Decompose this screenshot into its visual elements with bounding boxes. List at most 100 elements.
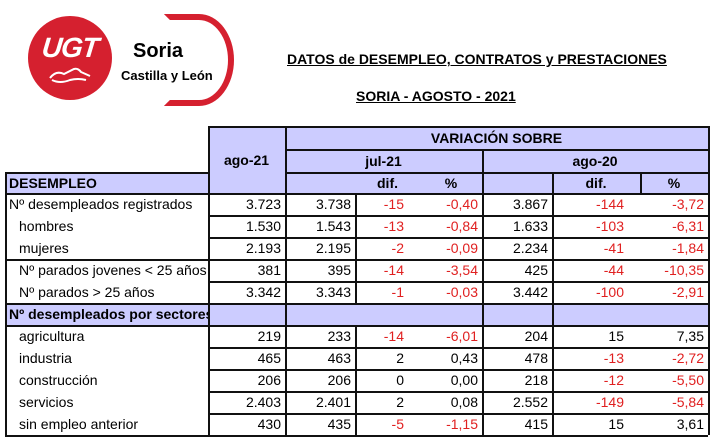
cell-p1: 233 [285,325,355,347]
cell-p1_dif-text: -5 [391,416,404,432]
cell-p2_pct-text: -1,84 [672,240,704,256]
cell-p2_pct-text: -2,72 [672,350,704,366]
row-label: industria [5,347,208,369]
p1-value-header [285,172,355,193]
cell-cur: 2.193 [208,237,285,259]
table-border [5,303,708,305]
cell-cur-text: 2.403 [245,394,281,410]
cell-p1-text: 435 [327,416,351,432]
cell-p1_pct: -3,54 [420,259,482,281]
row-label-text: Nº desempleados registrados [9,196,193,212]
cell-cur: 3.342 [208,281,285,303]
cell-p2-text: 204 [524,328,548,344]
cell-p1_pct-text: -0,84 [446,218,478,234]
row-label: servicios [5,391,208,413]
cell-p2_dif: -100 [552,281,640,303]
cell-p1_pct-text: 0,00 [450,372,478,388]
cell-cur-text: 430 [257,416,281,432]
cell-p2-text: 2.552 [512,394,548,410]
table-border [208,259,708,261]
cell-p2_dif: -41 [552,237,640,259]
table-border [552,172,554,435]
cell-p2_dif-text: -144 [595,196,624,212]
table-border [208,237,708,239]
table-border [208,126,708,128]
row-label-text: Nº parados > 25 años [19,284,155,300]
cell-p2_pct: -6,31 [640,215,708,237]
cell-p2_dif: -149 [552,391,640,413]
cell-cur-text: 3.723 [245,196,281,212]
p2-pct-header-text: % [667,174,681,191]
cell-p2_dif-text: -149 [595,394,624,410]
cell-p1-text: 3.343 [315,284,351,300]
cell-p1_pct-text: -0,03 [446,284,478,300]
cell-p2: 204 [482,325,552,347]
cell-p1_dif: -14 [355,259,420,281]
cell-p2: 3.442 [482,281,552,303]
row-label: agricultura [5,325,208,347]
period2-header-text: ago-20 [572,152,618,169]
cell-p2_dif-text: -12 [603,372,624,388]
period1-header-text: jul-21 [365,152,402,169]
logo-city: Soria [133,40,184,62]
cell-p2_pct: -2,72 [640,347,708,369]
cell-p1-text: 1.543 [315,218,351,234]
cell-p2: 1.633 [482,215,552,237]
section-desempleo: DESEMPLEO [5,172,208,193]
cell-p1-text: 233 [327,328,351,344]
table-border [208,347,708,349]
cell-p1: 3.738 [285,193,355,215]
cell-cur-text: 465 [257,350,281,366]
cell-p1: 206 [285,369,355,391]
cell-p1_pct: 0,08 [420,391,482,413]
cell-p1: 435 [285,413,355,435]
cell-p1_dif-text: -15 [383,196,404,212]
cell-p2_dif-text: -100 [595,284,624,300]
table-border [5,259,208,261]
cell-p1_dif-text: -1 [391,284,404,300]
cell-p1: 1.543 [285,215,355,237]
table-border [355,325,357,435]
table-border [208,369,708,371]
cell-p1_dif: 2 [355,347,420,369]
cell-p2: 2.552 [482,391,552,413]
row-label: construcción [5,369,208,391]
row-label: Nº parados jovenes < 25 años [5,259,208,281]
cell-p1_dif-text: 2 [396,350,404,366]
page-subtitle: SORIA - AGOSTO - 2021 [356,88,516,104]
cell-p2_dif: -12 [552,369,640,391]
cell-p2-text: 2.234 [512,240,548,256]
table-border [5,172,7,435]
cell-p2_dif-text: -41 [603,240,624,256]
cell-p1_pct-text: 0,08 [450,394,478,410]
section-sectores: Nº desempleados por sectores [5,303,213,325]
p1-dif-header-text: dif. [377,174,398,191]
col-header-current: ago-21 [208,126,285,193]
cell-p1_pct: 0,43 [420,347,482,369]
cell-cur: 1.530 [208,215,285,237]
variation-header: VARIACIÓN SOBRE [285,126,708,149]
cell-p2-text: 218 [524,372,548,388]
cell-p2_dif: -13 [552,347,640,369]
sector-header-fill [208,303,285,325]
p1-pct-header: % [420,172,482,193]
cell-p2_pct: -1,84 [640,237,708,259]
row-label: Nº parados > 25 años [5,281,208,303]
cell-cur-text: 3.342 [245,284,281,300]
row-label-text: Nº parados jovenes < 25 años [19,262,207,278]
cell-p1_dif: -5 [355,413,420,435]
cell-p1_dif-text: -13 [383,218,404,234]
table-border [208,215,708,217]
table-border [285,149,708,151]
cell-p2_dif-text: -103 [595,218,624,234]
section-desempleo-text: DESEMPLEO [9,174,97,191]
ugt-logo: UGT Soria Castilla y León [24,10,244,106]
cell-p2-text: 478 [524,350,548,366]
table-border [208,126,210,435]
cell-p2_dif: 15 [552,413,640,435]
cell-p2: 2.234 [482,237,552,259]
p1-pct-header-text: % [444,174,458,191]
row-label-text: construcción [19,372,98,388]
logo-region: Castilla y León [121,68,213,83]
row-label-text: sin empleo anterior [19,416,139,432]
